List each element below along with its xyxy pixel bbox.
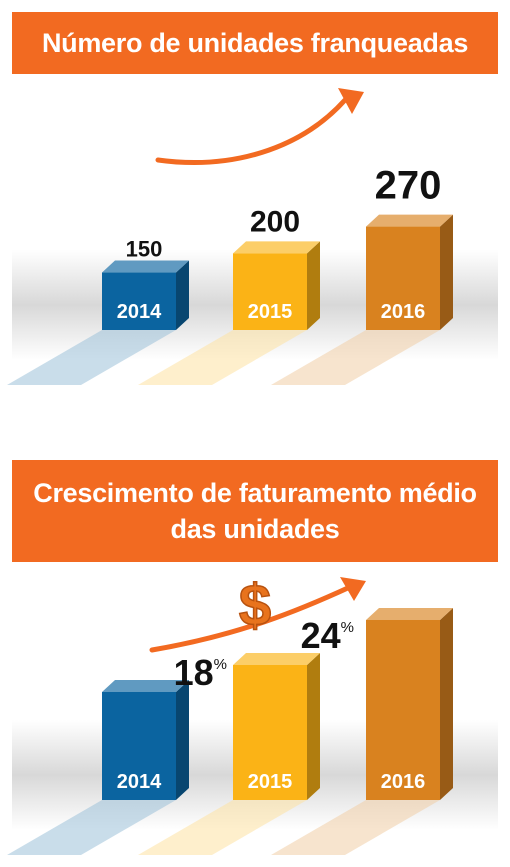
chart1-title: Número de unidades franqueadas	[41, 27, 469, 58]
bar-shadow-2016	[271, 330, 440, 385]
category-label-2015: 2015	[248, 771, 293, 793]
bar-top-2016	[366, 214, 453, 227]
value-label-2015: 200	[250, 205, 300, 238]
bar-front-2016	[366, 620, 440, 800]
bar-front-2014	[102, 272, 176, 330]
category-label-2016: 2016	[381, 771, 426, 793]
chart2-title-banner: Crescimento de faturamento médio das uni…	[12, 460, 498, 562]
trend-arrow-head	[340, 577, 366, 601]
bar-side-2016	[440, 608, 453, 800]
bar-top-2014	[102, 260, 189, 273]
category-label-2016: 2016	[381, 301, 426, 323]
chart2-title: Crescimento de faturamento médio das uni…	[33, 478, 477, 544]
bar-shadow-2016	[271, 800, 440, 855]
value-label-2014: 150	[126, 237, 163, 262]
bar-shadow-2014	[7, 330, 176, 385]
value-label-2015: 18%	[174, 652, 227, 693]
bar-shadow-2015	[138, 800, 307, 855]
chart-revenue-growth: 2014 2015 2016 $ 18% 24%	[7, 572, 498, 855]
bar-side-2015	[307, 653, 320, 800]
category-label-2014: 2014	[117, 771, 162, 793]
bar-2015: 2015	[233, 241, 320, 330]
trend-arrow-head	[338, 88, 364, 114]
bar-front-2016	[366, 226, 440, 330]
trend-arrow-icon	[149, 584, 353, 653]
value-label-2016: 24%	[301, 615, 354, 656]
bar-side-2015	[307, 241, 320, 330]
bar-shadow-2014	[7, 800, 176, 855]
bar-front-2015	[233, 665, 307, 800]
trend-arrow-icon	[155, 97, 348, 165]
bar-top-2014	[102, 680, 189, 692]
bar-2014: 2014	[102, 680, 189, 800]
bar-2016: 2016	[366, 214, 453, 330]
bar-top-2015	[233, 653, 320, 665]
category-label-2014: 2014	[117, 301, 162, 323]
dollar-sign-icon: $	[239, 573, 271, 638]
value-label-2016: 270	[375, 164, 442, 208]
category-label-2015: 2015	[248, 301, 293, 323]
bar-side-2016	[440, 214, 453, 330]
chart-units: 2014 2015 2016 150 200 270	[7, 88, 498, 385]
bar-2014: 2014	[102, 260, 189, 330]
bar-top-2015	[233, 241, 320, 254]
bar-shadow-2015	[138, 330, 307, 385]
bar-front-2015	[233, 253, 307, 330]
bar-front-2014	[102, 692, 176, 800]
bar-2016: 2016	[366, 608, 453, 800]
chart1-title-banner: Número de unidades franqueadas	[12, 12, 498, 74]
bar-side-2014	[176, 260, 189, 330]
bar-top-2016	[366, 608, 453, 620]
bar-2015: 2015	[233, 653, 320, 800]
bar-side-2014	[176, 680, 189, 800]
